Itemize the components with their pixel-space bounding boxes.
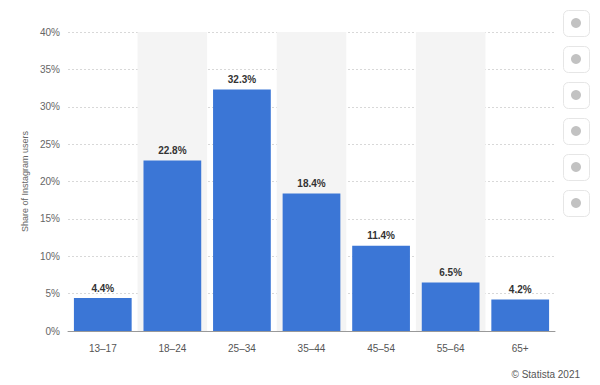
svg-text:© Statista 2021: © Statista 2021 [511,369,580,380]
svg-text:0%: 0% [46,326,61,337]
svg-text:11.4%: 11.4% [367,230,395,241]
svg-text:25%: 25% [40,139,60,150]
svg-text:15%: 15% [40,213,60,224]
svg-text:18–24: 18–24 [158,343,186,354]
svg-text:30%: 30% [40,101,60,112]
svg-text:65+: 65+ [512,343,529,354]
svg-text:45–54: 45–54 [367,343,395,354]
svg-text:22.8%: 22.8% [158,145,186,156]
svg-text:35%: 35% [40,64,60,75]
svg-text:5%: 5% [46,288,61,299]
svg-text:20%: 20% [40,176,60,187]
svg-text:4.4%: 4.4% [91,283,114,294]
svg-text:10%: 10% [40,251,60,262]
svg-text:13–17: 13–17 [89,343,117,354]
svg-text:35–44: 35–44 [298,343,326,354]
svg-text:Share of Instagram users: Share of Instagram users [20,130,30,232]
svg-text:6.5%: 6.5% [439,267,462,278]
svg-text:40%: 40% [40,27,60,38]
svg-text:4.2%: 4.2% [509,284,532,295]
svg-text:32.3%: 32.3% [228,74,256,85]
svg-text:18.4%: 18.4% [297,178,325,189]
svg-text:25–34: 25–34 [228,343,256,354]
svg-text:55–64: 55–64 [437,343,465,354]
